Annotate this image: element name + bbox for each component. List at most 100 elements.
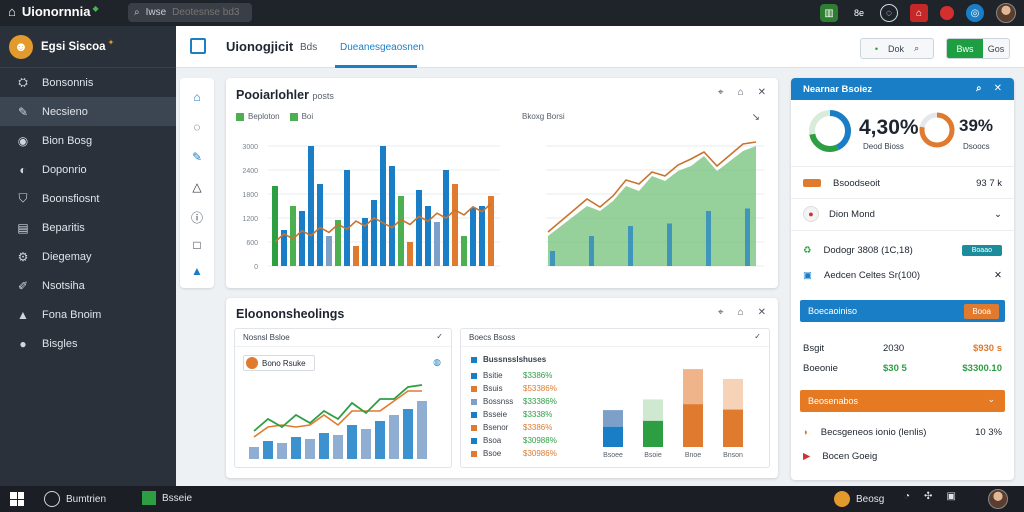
action-bar-orange[interactable]: Beosenabos ⌄ bbox=[800, 390, 1005, 412]
taskbar-item[interactable]: Beosg bbox=[834, 491, 884, 507]
flask-icon[interactable]: ▲ bbox=[191, 264, 203, 278]
close-icon[interactable]: ✕ bbox=[994, 269, 1002, 281]
home-icon[interactable]: ⌂ bbox=[910, 4, 928, 22]
search-bar[interactable]: ⌕ Iwse bbox=[128, 3, 263, 22]
sidebar-item-label: Diegemay bbox=[42, 250, 92, 263]
table-row[interactable]: Bsoe $30986% bbox=[471, 449, 563, 458]
row-swatch bbox=[471, 398, 477, 405]
action-bar-blue[interactable]: Boecaoiniso Booa bbox=[800, 300, 1005, 322]
sidebar-item-diegemay[interactable]: ⚙ Diegemay bbox=[0, 242, 176, 271]
app-green-icon bbox=[142, 491, 156, 505]
panel-row[interactable]: ▣ Aedcen Celtes Sr(100) ✕ bbox=[803, 269, 1002, 281]
sidebar-item-doponrio[interactable]: ◐ Doponrio bbox=[0, 155, 176, 184]
lock-icon[interactable]: ⌂ bbox=[737, 87, 744, 98]
filter-chip[interactable]: Bono Rsuke bbox=[243, 355, 315, 371]
table-row[interactable]: Bsenor $3386% bbox=[471, 423, 563, 432]
house-icon[interactable]: ⌂ bbox=[193, 90, 201, 104]
overview-card: Eloononsheolings ⌖ ⌂ ✕ Nosnsl Bsloe ✓ Bon… bbox=[226, 298, 778, 478]
tag-icon[interactable]: ✎ bbox=[191, 150, 203, 164]
row-label: Bsuis bbox=[483, 384, 503, 393]
volume-icon[interactable]: ▣ bbox=[946, 491, 956, 502]
triangle-icon[interactable]: △ bbox=[192, 180, 202, 194]
sidebar-brand[interactable]: ☻ Egsi Siscoa ✦ bbox=[0, 26, 176, 68]
sidebar-item-beparitis[interactable]: ▤ Beparitis bbox=[0, 213, 176, 242]
row-value: $30988% bbox=[523, 436, 557, 445]
close-icon[interactable]: ✕ bbox=[993, 83, 1002, 94]
windows-start-icon[interactable] bbox=[10, 492, 24, 506]
table-row[interactable]: Bsitie $3386% bbox=[471, 371, 563, 380]
split-button-primary[interactable]: Bws bbox=[947, 39, 983, 58]
badge[interactable]: Boaao bbox=[961, 244, 1002, 256]
record-icon[interactable] bbox=[940, 6, 954, 20]
compass-icon: ◐ bbox=[19, 162, 27, 177]
table-row[interactable]: Bsoa $30988% bbox=[471, 436, 563, 445]
panel-row[interactable]: ◗ Becsgeneos ionio (lenlis) 10 3% bbox=[803, 426, 1002, 438]
stacked-bar-lower bbox=[723, 409, 743, 447]
sidebar-item-bisgles[interactable]: ● Bisgles bbox=[0, 329, 176, 358]
card-title: Eloononsheolings bbox=[236, 307, 345, 321]
panel-row[interactable]: Bsoodseoit 93 7 k bbox=[803, 175, 1002, 191]
chart-bar bbox=[380, 146, 386, 266]
chart-bar bbox=[417, 401, 427, 459]
wifi-icon[interactable]: ◔ bbox=[904, 491, 911, 502]
globe-icon[interactable]: ◎ bbox=[966, 4, 984, 22]
search-input[interactable] bbox=[172, 7, 263, 18]
check-icon[interactable]: ✓ bbox=[436, 332, 443, 341]
sidebar-item-nsotsiha[interactable]: ✐ Nsotsiha bbox=[0, 271, 176, 300]
table-header: Bussnsslshuses bbox=[471, 355, 546, 364]
taskbar-item[interactable]: Bsseie bbox=[142, 491, 192, 505]
info-icon[interactable]: ⓘ bbox=[190, 210, 203, 225]
chevron-down-icon[interactable]: ⌄ bbox=[987, 394, 995, 404]
close-icon[interactable]: ✕ bbox=[757, 87, 766, 98]
chart-bar bbox=[281, 230, 287, 266]
sidebar-item-bonsonnis[interactable]: ⛭ Bonsonnis bbox=[0, 68, 176, 97]
bar-line-chart: 0 600 1200 1800 2400 3000 bbox=[242, 144, 500, 271]
avatar[interactable] bbox=[996, 3, 1016, 23]
donut-chart-2 bbox=[919, 112, 955, 148]
chevron-down-icon[interactable]: ⌄ bbox=[994, 208, 1002, 220]
table-row[interactable]: Bsseie $3338% bbox=[471, 410, 563, 419]
pin-icon[interactable]: ⌖ bbox=[717, 87, 724, 98]
main-header: Uionogjicit Bds Dueanesgeaosnen • Dok ⌕ … bbox=[176, 26, 1024, 68]
lock-icon[interactable]: ⌂ bbox=[737, 307, 744, 318]
close-icon[interactable]: ✕ bbox=[757, 307, 766, 318]
tab-bds[interactable]: Bds bbox=[300, 42, 318, 53]
sidebar-item-fona-bnoim[interactable]: ▲ Fona Bnoim bbox=[0, 300, 176, 329]
split-button[interactable]: Bws Gos bbox=[946, 38, 1010, 59]
panel-row[interactable]: ♻ Dodogr 3808 (1C,18) Boaao bbox=[803, 242, 1002, 258]
subcard-title: Nosnsl Bsloe ✓ bbox=[235, 329, 451, 347]
taskbar-item[interactable]: Bumtrien bbox=[44, 491, 106, 507]
chat-bubble-icon[interactable]: ◌ bbox=[193, 120, 201, 134]
row-swatch bbox=[471, 411, 477, 418]
document-icon: ▤ bbox=[17, 220, 29, 235]
sidebar-item-bion-bosg[interactable]: ◉ Bion Bosg bbox=[0, 126, 176, 155]
help-icon: ● bbox=[19, 336, 27, 351]
sidebar-item-label: Bion Bosg bbox=[42, 134, 93, 147]
dots-icon[interactable]: ◍ bbox=[433, 357, 441, 367]
action-bar-button[interactable]: Booa bbox=[964, 304, 999, 319]
rocket-icon: ▶ bbox=[803, 450, 811, 462]
chart-bar bbox=[371, 200, 377, 266]
panel-row-expandable[interactable]: ● Dion Mond ⌄ bbox=[803, 206, 1002, 222]
table-row[interactable]: Bossnss $33386% bbox=[471, 397, 563, 406]
table-row[interactable]: Bsuis $53386% bbox=[471, 384, 563, 393]
sidebar-item-boonsfiosnt[interactable]: ⛉ Boonsfiosnt bbox=[0, 184, 176, 213]
filter-button[interactable]: • Dok ⌕ bbox=[860, 38, 934, 59]
expand-icon[interactable]: ↘ bbox=[751, 112, 760, 123]
chart-bar bbox=[407, 242, 413, 266]
square-icon[interactable]: □ bbox=[193, 238, 201, 252]
y-tick-label: 2400 bbox=[242, 168, 258, 175]
check-icon[interactable]: ✓ bbox=[754, 332, 761, 341]
store-icon[interactable]: ▥ bbox=[820, 4, 838, 22]
taskbar-avatar[interactable] bbox=[988, 489, 1008, 509]
panel-row[interactable]: ▶ Bocen Goeig bbox=[803, 450, 878, 462]
search-icon[interactable]: ⌕ bbox=[976, 83, 982, 94]
tab-dueanesgeaosnen[interactable]: Dueanesgeaosnen bbox=[340, 42, 424, 53]
app-brand[interactable]: ⌂ Uionornnia ◆ bbox=[8, 4, 99, 19]
sidebar-item-necsieno[interactable]: ✎ Necsieno bbox=[0, 97, 176, 126]
split-button-secondary[interactable]: Gos bbox=[987, 43, 1005, 54]
chat-icon[interactable]: ◌ bbox=[880, 4, 898, 22]
grid-short-label[interactable]: 8e bbox=[853, 8, 864, 18]
share-icon[interactable]: ✣ bbox=[924, 491, 933, 502]
pin-icon[interactable]: ⌖ bbox=[717, 307, 724, 318]
